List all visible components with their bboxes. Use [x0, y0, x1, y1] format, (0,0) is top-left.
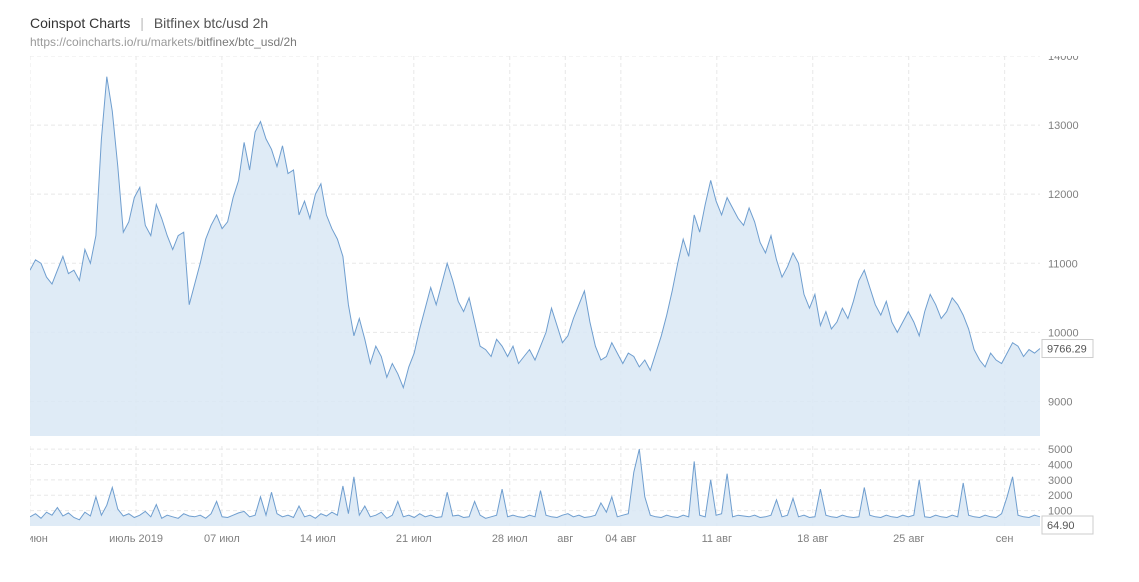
svg-text:5000: 5000: [1048, 444, 1072, 456]
svg-text:13000: 13000: [1048, 120, 1079, 132]
site-title: Coinspot Charts: [30, 15, 130, 31]
svg-text:04 авг: 04 авг: [605, 533, 636, 545]
svg-text:23 июн: 23 июн: [30, 533, 48, 545]
chart-page: { "header": { "title_left": "Coinspot Ch…: [0, 0, 1139, 582]
svg-text:3000: 3000: [1048, 475, 1072, 487]
chart-title: Bitfinex btc/usd 2h: [154, 15, 268, 31]
price-volume-svg[interactable]: 900010000110001200013000140009766.291000…: [30, 56, 1095, 548]
svg-text:25 авг: 25 авг: [893, 533, 924, 545]
svg-text:11000: 11000: [1048, 258, 1078, 270]
svg-text:21 июл: 21 июл: [396, 533, 432, 545]
url-prefix: https://coincharts.io/ru/markets/: [30, 35, 197, 49]
title-divider: |: [140, 15, 144, 31]
url-suffix: bitfinex/btc_usd/2h: [197, 35, 297, 49]
svg-text:14000: 14000: [1048, 56, 1079, 63]
svg-text:07 июл: 07 июл: [204, 533, 240, 545]
svg-text:сен: сен: [996, 533, 1014, 545]
svg-text:9766.29: 9766.29: [1047, 343, 1087, 355]
svg-text:2000: 2000: [1048, 490, 1072, 502]
chart-container[interactable]: 900010000110001200013000140009766.291000…: [30, 56, 1095, 476]
svg-text:28 июл: 28 июл: [492, 533, 528, 545]
svg-text:14 июл: 14 июл: [300, 533, 336, 545]
svg-text:18 авг: 18 авг: [797, 533, 828, 545]
svg-text:12000: 12000: [1048, 189, 1079, 201]
svg-text:64.90: 64.90: [1047, 520, 1075, 532]
svg-text:июль 2019: июль 2019: [109, 533, 163, 545]
chart-header: Coinspot Charts | Bitfinex btc/usd 2h ht…: [30, 15, 297, 49]
svg-text:11 авг: 11 авг: [702, 533, 732, 545]
svg-text:9000: 9000: [1048, 396, 1072, 408]
svg-text:10000: 10000: [1048, 327, 1079, 339]
source-url: https://coincharts.io/ru/markets/bitfine…: [30, 35, 297, 49]
title-row: Coinspot Charts | Bitfinex btc/usd 2h: [30, 15, 297, 31]
svg-text:авг: авг: [557, 533, 573, 545]
svg-text:4000: 4000: [1048, 459, 1072, 471]
